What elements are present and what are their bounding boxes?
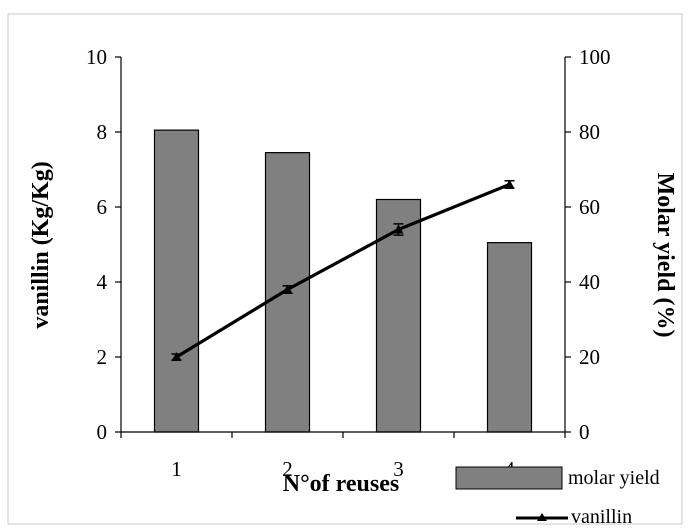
x-tick-label: 2 [282,457,293,481]
y-left-tick-label: 6 [97,195,108,219]
y-right-tick-label: 20 [579,345,600,369]
y-axis-right-title: Molar yield (%) [652,173,678,338]
y-left-tick-label: 8 [97,120,108,144]
y-left-tick-label: 0 [97,420,108,444]
vanillin-point [393,224,404,234]
y-right-tick-label: 0 [579,420,590,444]
y-left-tick-label: 10 [86,45,107,69]
x-axis-title: N°of reuses [283,471,399,497]
y-left-tick-label: 4 [97,270,108,294]
x-tick-label: 3 [393,457,404,481]
vanillin-point [282,284,293,294]
legend-bar-swatch [455,466,563,490]
y-right-tick-label: 60 [579,195,600,219]
y-left-tick-label: 2 [97,345,108,369]
legend-line-marker [537,513,547,521]
chart-frame [7,13,683,525]
legend-line-label: vanillin [571,506,632,528]
x-tick-label: 1 [171,457,182,481]
vanillin-point [171,352,182,361]
y-right-tick-label: 40 [579,270,600,294]
y-right-tick-label: 100 [579,45,611,69]
axes-layer: 02468100204060801001234 [86,45,611,481]
bar-4 [486,242,533,433]
vanillin-point [504,179,515,189]
bars-layer [153,129,533,433]
labels-layer: N°of reuses vanillin (Kg/Kg) Molar yield… [28,161,678,497]
line-layer [171,179,515,361]
y-right-tick-label: 80 [579,120,600,144]
y-axis-left-title: vanillin (Kg/Kg) [28,161,54,328]
legend: molar yield vanillin [455,466,660,528]
bar-1 [153,129,200,433]
legend-bar-label: molar yield [568,467,660,489]
vanillin-line [175,183,511,359]
